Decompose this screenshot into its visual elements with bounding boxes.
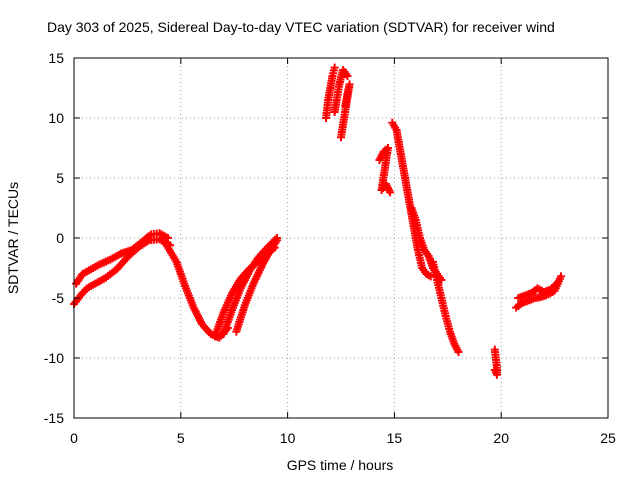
- y-tick-label: 10: [48, 110, 64, 126]
- data-point-fill: [256, 263, 265, 272]
- data-point-fill: [445, 325, 454, 333]
- data-point-fill: [197, 318, 206, 327]
- data-point-fill: [110, 266, 119, 275]
- data-point-fill: [226, 291, 235, 300]
- x-tick-label: 10: [280, 430, 296, 446]
- data-point-fill: [136, 239, 145, 248]
- data-point-fill: [337, 130, 346, 139]
- data-point-fill: [84, 266, 93, 275]
- data-point-fill: [227, 308, 236, 317]
- data-point-fill: [235, 286, 244, 295]
- y-tick-label: 0: [56, 230, 64, 246]
- y-tick-label: -5: [52, 290, 65, 306]
- data-point-fill: [518, 292, 527, 301]
- data-point-fill: [188, 301, 197, 310]
- data-point-fill: [171, 255, 180, 264]
- data-point-fill: [218, 310, 227, 319]
- series-arc-12h-b: [330, 66, 352, 116]
- x-axis-ticks: 0 5 10 15 20 25: [70, 58, 616, 446]
- series-arc-17h-long: [428, 258, 463, 356]
- y-tick-label: -15: [44, 410, 64, 426]
- data-point-fill: [449, 337, 458, 346]
- data-point-fill: [529, 294, 538, 303]
- x-tick-label: 15: [387, 430, 403, 446]
- y-tick-label: 5: [56, 170, 64, 186]
- data-point-fill: [391, 123, 400, 132]
- series-arc-rise-c: [232, 236, 281, 336]
- chart-title: Day 303 of 2025, Sidereal Day-to-day VTE…: [47, 19, 555, 35]
- data-point-fill: [161, 232, 170, 241]
- data-point-fill: [419, 243, 428, 252]
- data-point-fill: [328, 74, 337, 83]
- data-point-fill: [423, 250, 432, 258]
- series-arc-12h-c: [337, 80, 354, 142]
- data-points: [70, 63, 566, 379]
- data-point-fill: [516, 300, 525, 309]
- series-arc-dip: [161, 240, 232, 342]
- y-tick-label: -10: [44, 350, 64, 366]
- data-point-fill: [549, 282, 558, 291]
- data-point-fill: [104, 256, 113, 265]
- data-point-fill: [555, 274, 564, 283]
- data-point-fill: [144, 232, 153, 241]
- x-tick-label: 0: [70, 430, 78, 446]
- series-arc-21h: [512, 272, 566, 312]
- data-point-fill: [453, 345, 462, 354]
- x-axis-label: GPS time / hours: [287, 457, 394, 473]
- data-point-fill: [336, 75, 345, 84]
- x-tick-label: 5: [177, 430, 185, 446]
- x-tick-label: 20: [493, 430, 509, 446]
- y-axis-label: SDTVAR / TECUs: [5, 182, 21, 294]
- data-point-fill: [244, 269, 253, 278]
- data-point-fill: [551, 281, 560, 290]
- series-arc-19h: [490, 345, 501, 379]
- data-point-fill: [524, 290, 533, 298]
- series-arc-0-b: [72, 229, 172, 288]
- data-point-fill: [432, 273, 441, 282]
- data-point-fill: [535, 293, 544, 302]
- data-point-fill: [265, 248, 274, 257]
- data-point-fill: [248, 282, 257, 290]
- data-point-fill: [341, 70, 350, 78]
- data-point-fill: [99, 274, 108, 283]
- data-point-fill: [180, 279, 189, 288]
- data-point-fill: [93, 261, 102, 270]
- data-point-fill: [436, 291, 445, 300]
- y-axis-ticks: -15 -10 -5 0 5 10 15: [44, 50, 608, 426]
- data-point-fill: [114, 250, 123, 259]
- x-tick-label: 25: [600, 430, 616, 446]
- data-point-fill: [89, 280, 98, 289]
- data-point-fill: [271, 238, 280, 247]
- series-arc-12h-a: [322, 63, 339, 122]
- data-point-fill: [417, 261, 426, 270]
- data-point-fill: [491, 368, 500, 377]
- data-point-fill: [125, 246, 134, 255]
- series-arc-21h-b: [514, 279, 561, 302]
- data-point-fill: [385, 186, 394, 195]
- data-point-fill: [441, 309, 450, 318]
- data-point-fill: [415, 231, 424, 240]
- data-point-fill: [424, 271, 433, 280]
- data-point-fill: [240, 303, 249, 312]
- series-arc-14h: [375, 144, 395, 197]
- y-tick-label: 15: [48, 50, 64, 66]
- data-point-fill: [252, 256, 261, 265]
- data-point-fill: [329, 66, 338, 75]
- data-point-fill: [410, 213, 419, 222]
